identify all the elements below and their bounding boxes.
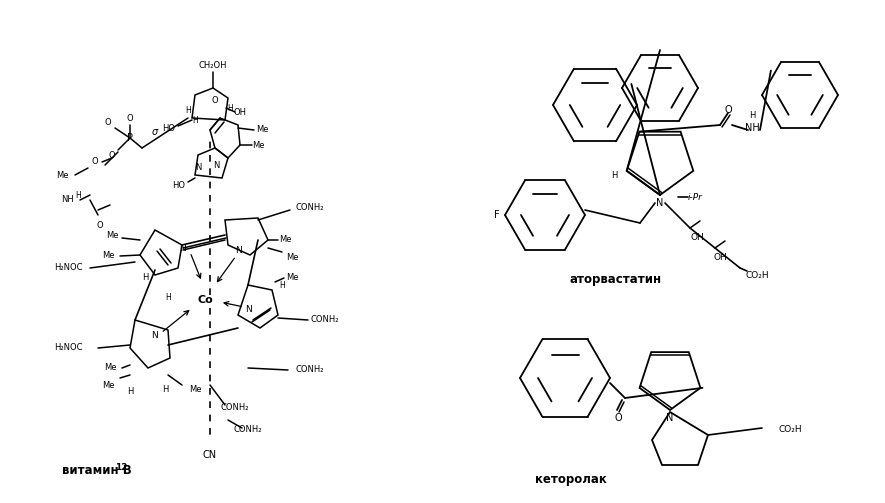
Text: O: O	[212, 96, 219, 105]
Text: H: H	[279, 281, 285, 290]
Text: Me: Me	[279, 235, 291, 244]
Text: CONH₂: CONH₂	[311, 315, 339, 324]
Text: H: H	[749, 111, 755, 120]
Text: Me: Me	[286, 274, 298, 283]
Text: CH₂OH: CH₂OH	[199, 60, 227, 69]
Text: Me: Me	[189, 385, 201, 394]
Text: O: O	[96, 220, 104, 229]
Text: CONH₂: CONH₂	[220, 403, 250, 412]
Text: OH: OH	[690, 233, 704, 242]
Text: CONH₂: CONH₂	[234, 426, 262, 435]
Text: CO₂H: CO₂H	[745, 271, 769, 280]
Text: H: H	[227, 104, 233, 113]
Text: Me: Me	[256, 126, 268, 134]
Text: F: F	[494, 210, 500, 220]
Text: H: H	[162, 385, 168, 394]
Text: HO: HO	[172, 181, 185, 190]
Text: N: N	[212, 160, 219, 170]
Text: аторвастатин: аторвастатин	[570, 274, 662, 287]
Text: O: O	[92, 157, 98, 166]
Text: CO₂H: CO₂H	[778, 426, 802, 435]
Text: P: P	[127, 133, 133, 143]
Text: H₂NOC: H₂NOC	[54, 264, 82, 273]
Text: H: H	[142, 274, 148, 283]
Text: OH: OH	[234, 108, 247, 117]
Text: CONH₂: CONH₂	[296, 204, 324, 212]
Text: Me: Me	[286, 254, 298, 263]
Text: OH: OH	[713, 254, 727, 263]
Text: N: N	[179, 243, 185, 253]
Text: O: O	[614, 413, 622, 423]
Text: Me: Me	[105, 230, 119, 239]
Text: CONH₂: CONH₂	[296, 366, 324, 375]
Text: CN: CN	[203, 450, 217, 460]
Text: NH: NH	[744, 123, 759, 133]
Text: N: N	[666, 413, 673, 423]
Text: Co: Co	[197, 295, 213, 305]
Text: N: N	[244, 305, 251, 314]
Text: 12: 12	[115, 463, 127, 472]
Text: N: N	[657, 198, 664, 208]
Text: O: O	[109, 151, 115, 160]
Text: H: H	[127, 387, 133, 396]
Text: N: N	[235, 245, 242, 255]
Text: кеторолак: кеторолак	[535, 473, 607, 486]
Text: σ: σ	[152, 127, 158, 137]
Text: i-Pr: i-Pr	[688, 193, 703, 202]
Text: N: N	[151, 330, 158, 340]
Text: O: O	[104, 118, 112, 126]
Text: H: H	[75, 191, 81, 200]
Text: H₂NOC: H₂NOC	[54, 344, 82, 353]
Text: N: N	[195, 163, 201, 173]
Text: витамин B: витамин B	[62, 463, 132, 476]
Text: Me: Me	[104, 364, 116, 373]
Text: H: H	[165, 293, 171, 302]
Text: Me: Me	[102, 380, 114, 389]
Text: H: H	[612, 172, 618, 180]
Text: Me: Me	[251, 140, 265, 149]
Text: O: O	[127, 114, 134, 123]
Text: H: H	[185, 106, 191, 115]
Text: HO: HO	[162, 124, 175, 132]
Text: NH: NH	[62, 196, 74, 205]
Text: Me: Me	[102, 250, 114, 260]
Text: Me: Me	[56, 171, 68, 180]
Text: H: H	[192, 116, 198, 125]
Text: O: O	[724, 105, 732, 115]
